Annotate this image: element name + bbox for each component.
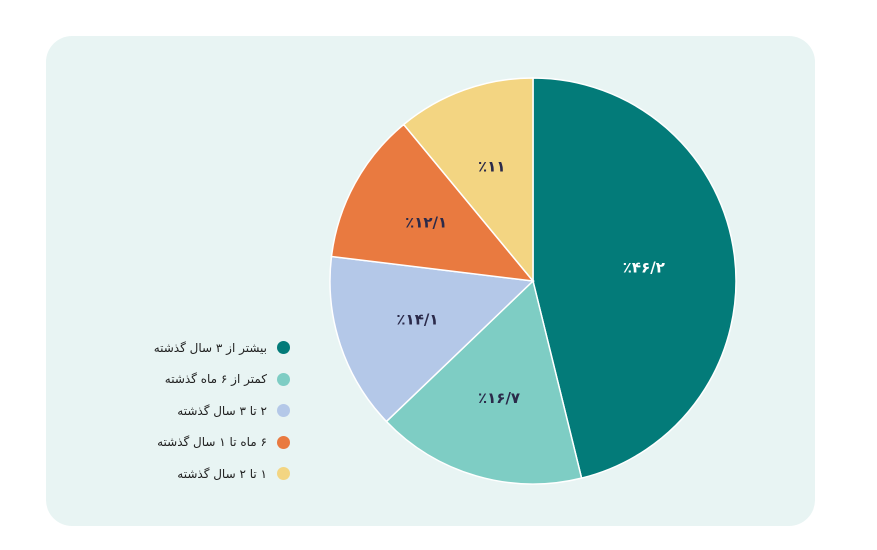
pie-slice-4 [402, 77, 534, 284]
legend-item-0: بیشتر از ۳ سال گذشته [140, 332, 290, 364]
legend-label: کمتر از ۶ ماه گذشته [164, 372, 267, 387]
legend-item-3: ۶ ماه تا ۱ سال گذشته [140, 427, 290, 459]
pie-slice-1 [385, 279, 583, 485]
legend-label: بیشتر از ۳ سال گذشته [153, 340, 267, 355]
legend-label: ۲ تا ۳ سال گذشته [177, 403, 267, 418]
legend-label: ۱ تا ۲ سال گذشته [177, 466, 267, 481]
slice-label-3: ٪۱۲/۱ [405, 214, 447, 232]
legend-item-1: کمتر از ۶ ماه گذشته [140, 364, 290, 396]
legend-swatch [277, 372, 290, 386]
legend-swatch [277, 435, 290, 449]
legend-swatch [277, 341, 290, 355]
pie-slice-3 [330, 123, 535, 282]
legend-item-2: ۲ تا ۳ سال گذشته [140, 395, 290, 427]
legend-swatch [277, 404, 290, 418]
legend-item-4: ۱ تا ۲ سال گذشته [140, 458, 290, 490]
pie-slice-0 [532, 77, 737, 480]
pie-slice-2 [329, 255, 535, 423]
legend-swatch [277, 467, 290, 481]
legend: بیشتر از ۳ سال گذشته کمتر از ۶ ماه گذشته ۲… [140, 332, 290, 490]
slice-label-0: ٪۴۶/۲ [623, 259, 665, 277]
slice-label-2: ٪۱۴/۱ [396, 311, 438, 329]
slice-label-1: ٪۱۶/۷ [478, 389, 520, 407]
legend-label: ۶ ماه تا ۱ سال گذشته [157, 435, 267, 450]
slice-label-4: ٪۱۱ [478, 157, 505, 175]
